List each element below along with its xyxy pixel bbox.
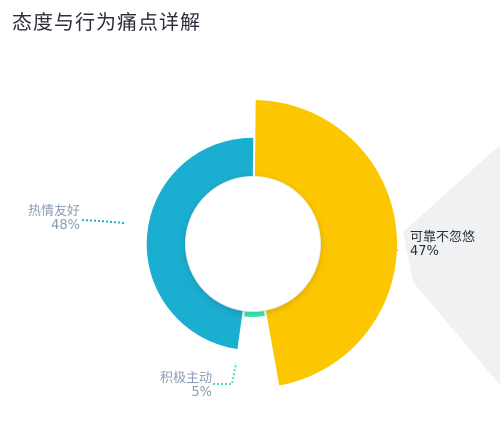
slice-label-proactive: 积极主动 5% (140, 372, 212, 400)
slice-label-friendly: 热情友好 48% (18, 205, 80, 233)
leader-friendly (81, 219, 125, 224)
slice-label-percent: 5% (191, 385, 212, 400)
leader-proactive (213, 362, 237, 385)
slice-label-percent: 48% (51, 218, 80, 233)
slice-label-name: 可靠不忽悠 (410, 230, 476, 245)
slice-proactive (241, 308, 268, 319)
slice-label-percent: 47% (410, 244, 439, 259)
chart-title: 态度与行为痛点详解 (12, 10, 201, 34)
slice-label-name: 热情友好 (27, 204, 80, 219)
donut-hole (186, 177, 320, 311)
slice-label-reliable: 可靠不忽悠 47% (410, 231, 490, 259)
slice-label-name: 积极主动 (159, 371, 212, 386)
callout-panel (403, 145, 500, 385)
